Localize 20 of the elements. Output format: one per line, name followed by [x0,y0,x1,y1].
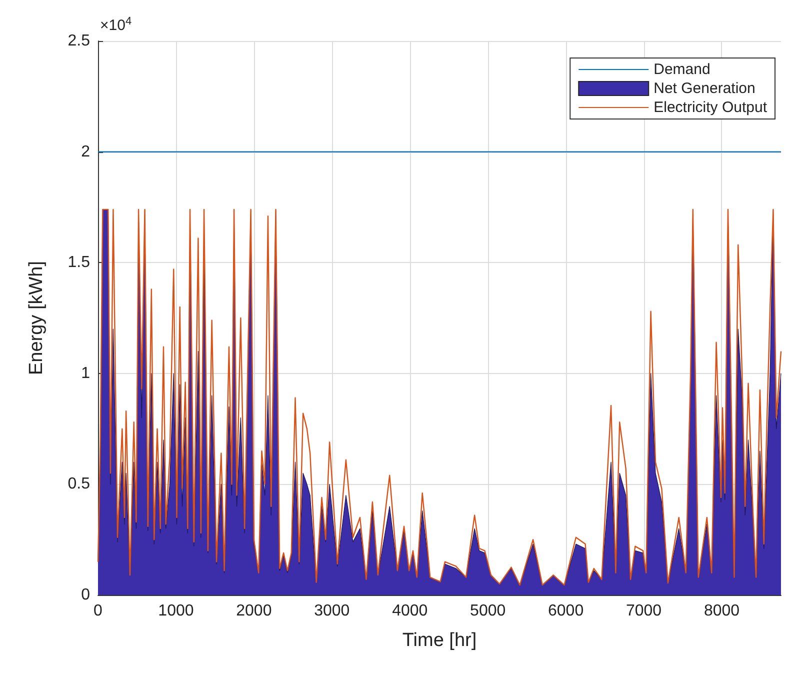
x-tick-label: 4000 [392,602,428,620]
x-tick-label: 5000 [470,602,506,620]
x-tick-label: 3000 [314,602,350,620]
legend-label: Net Generation [654,80,756,97]
x-tick-label: 8000 [704,602,740,620]
y-tick-label: 2 [81,143,90,160]
y-tick-label: 0.5 [68,476,90,493]
x-tick-label: 1000 [158,602,194,620]
legend-label: Demand [654,61,710,78]
y-tick-label: 2.5 [68,32,90,50]
x-tick-label: 6000 [548,602,584,620]
x-axis-title: Time [hr] [402,630,477,651]
x-tick-label: 7000 [626,602,662,620]
y-axis-title: Energy [kWh] [26,260,47,376]
y-tick-label: 0 [81,586,90,604]
legend-label: Electricity Output [654,99,768,116]
y-tick-label: 1.5 [68,254,90,272]
x-tick-label: 0 [94,602,103,620]
x-tick-label: 2000 [236,602,272,620]
y-tick-label: 1 [81,364,90,382]
